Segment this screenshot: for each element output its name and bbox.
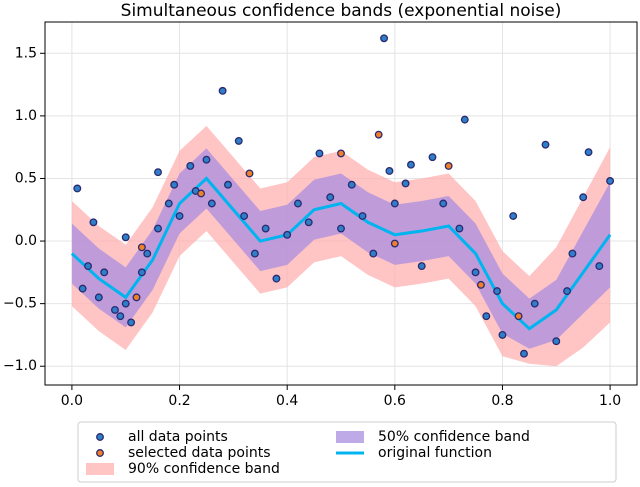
data-point bbox=[428, 153, 437, 162]
x-tick-label: 0.6 bbox=[384, 393, 406, 409]
data-point bbox=[509, 212, 518, 220]
data-point bbox=[137, 243, 146, 252]
data-point bbox=[498, 330, 507, 339]
x-tick-label: 1.0 bbox=[599, 393, 621, 409]
data-point bbox=[164, 199, 173, 208]
data-point bbox=[250, 249, 259, 258]
x-tick-label: 0.4 bbox=[276, 393, 298, 409]
data-point bbox=[94, 293, 103, 302]
data-point bbox=[563, 287, 571, 296]
data-point bbox=[476, 280, 485, 289]
x-tick-label: 0.0 bbox=[61, 393, 83, 409]
data-point bbox=[530, 299, 539, 308]
data-point bbox=[390, 199, 399, 208]
data-point bbox=[127, 318, 136, 327]
data-point bbox=[224, 180, 232, 189]
data-point bbox=[579, 193, 588, 202]
data-point bbox=[121, 299, 130, 308]
data-point bbox=[493, 287, 502, 296]
data-point bbox=[272, 274, 281, 283]
data-point bbox=[455, 224, 464, 233]
data-point bbox=[170, 180, 179, 189]
data-point bbox=[520, 349, 528, 358]
data-point bbox=[460, 115, 469, 124]
data-point bbox=[369, 249, 378, 258]
data-point bbox=[84, 262, 93, 271]
data-point bbox=[568, 249, 577, 258]
data-point bbox=[89, 218, 98, 227]
data-point bbox=[137, 268, 146, 277]
data-point bbox=[439, 199, 448, 208]
legend-marker bbox=[96, 433, 104, 441]
legend-label: 90% confidence band bbox=[128, 461, 280, 477]
data-point bbox=[606, 177, 615, 185]
data-point bbox=[541, 140, 550, 149]
data-point bbox=[514, 312, 523, 321]
y-tick-label: 0.5 bbox=[15, 170, 37, 186]
data-point bbox=[143, 249, 152, 258]
data-point bbox=[261, 224, 270, 233]
data-point bbox=[73, 184, 82, 193]
data-point bbox=[326, 193, 335, 202]
data-point bbox=[197, 189, 206, 198]
data-point bbox=[202, 155, 211, 164]
data-point bbox=[100, 268, 109, 277]
data-point bbox=[245, 169, 254, 178]
data-point bbox=[186, 161, 195, 170]
y-tick-label: 1.0 bbox=[15, 108, 37, 124]
data-point bbox=[337, 224, 345, 233]
legend-label: selected data points bbox=[128, 445, 271, 461]
chart-title: Simultaneous confidence bands (exponenti… bbox=[121, 1, 562, 21]
data-point bbox=[293, 199, 302, 208]
data-point bbox=[283, 230, 292, 239]
data-point bbox=[304, 218, 313, 227]
data-point bbox=[401, 179, 410, 188]
data-point bbox=[154, 168, 162, 177]
legend-label: 50% confidence band bbox=[378, 429, 530, 445]
data-point bbox=[218, 86, 227, 95]
confidence-band bbox=[71, 148, 611, 349]
y-tick-label: −1.0 bbox=[3, 358, 37, 374]
data-point bbox=[154, 224, 162, 233]
data-point bbox=[595, 262, 604, 271]
y-tick-label: −0.5 bbox=[3, 296, 37, 312]
data-point bbox=[337, 149, 345, 158]
data-point bbox=[116, 312, 125, 321]
data-point bbox=[121, 233, 130, 242]
legend-marker bbox=[336, 431, 364, 443]
y-tick-label: 0.0 bbox=[15, 233, 37, 249]
data-point bbox=[111, 305, 119, 314]
legend-marker bbox=[96, 449, 104, 457]
data-point bbox=[315, 149, 324, 158]
data-point bbox=[358, 212, 367, 220]
legend-marker bbox=[86, 463, 114, 475]
data-point bbox=[385, 167, 394, 175]
data-point bbox=[132, 293, 141, 302]
y-tick-label: 1.5 bbox=[15, 45, 37, 61]
plot-frame bbox=[44, 21, 638, 386]
data-point bbox=[234, 136, 243, 145]
data-point bbox=[347, 180, 356, 189]
data-point bbox=[78, 284, 87, 293]
x-tick-label: 0.8 bbox=[491, 393, 513, 409]
data-point bbox=[444, 161, 453, 170]
function-line bbox=[70, 176, 612, 331]
data-point bbox=[390, 239, 399, 248]
legend-label: original function bbox=[378, 445, 492, 461]
data-point bbox=[207, 199, 216, 208]
data-point bbox=[471, 268, 480, 277]
data-point bbox=[380, 34, 389, 43]
data-point bbox=[584, 148, 593, 157]
data-point bbox=[417, 262, 426, 271]
data-point bbox=[482, 312, 491, 321]
x-tick-label: 0.2 bbox=[168, 393, 190, 409]
data-point bbox=[175, 212, 184, 220]
data-point bbox=[240, 212, 249, 220]
data-point bbox=[374, 130, 383, 139]
legend-label: all data points bbox=[128, 429, 228, 445]
data-point bbox=[407, 160, 415, 169]
data-point bbox=[552, 337, 561, 346]
